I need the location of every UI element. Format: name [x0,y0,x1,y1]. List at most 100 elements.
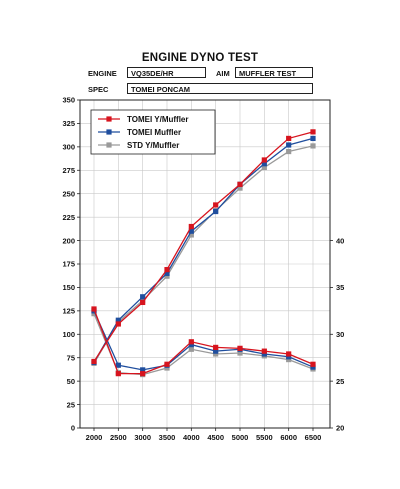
right-tick-label: 35 [336,283,344,292]
torque-point [140,371,146,377]
power-point [213,202,219,208]
power-point [140,299,146,306]
torque-point [115,371,121,377]
aim-label: AIM [216,69,230,78]
power-point [310,135,316,142]
torque-point [261,348,267,354]
left-tick-label: 50 [67,377,75,386]
x-tick-label: 2500 [110,433,127,442]
power-point [310,129,316,135]
chart-title: ENGINE DYNO TEST [141,52,259,64]
left-tick-label: 75 [67,353,75,362]
x-tick-label: 3000 [134,433,151,442]
x-tick-label: 3500 [159,433,176,442]
torque-point [237,350,243,356]
torque-point [91,311,97,317]
torque-point [115,362,121,368]
power-point [286,148,292,155]
x-tick-label: 5500 [256,433,273,442]
torque-point [310,361,316,367]
left-tick-label: 175 [62,260,75,269]
torque-point [188,346,194,352]
x-axis: 2000 2500 3000 3500 4000 4500 5000 5500 6000 6500 [86,428,322,442]
power-point [164,273,170,279]
left-tick-label: 125 [62,307,75,316]
legend-label: STD Y/Muffler [127,141,179,150]
torque-point [91,306,97,312]
torque-point [310,364,316,370]
x-tick-label: 4000 [183,433,200,442]
torque-point [164,365,170,371]
legend-label: TOMEI Y/Muffler [127,115,189,124]
torque-point [213,344,219,351]
torque-point [286,356,292,363]
power-point [115,321,121,327]
legend-marker [106,142,112,148]
right-axis: 20 25 30 35 40 [330,236,344,433]
x-tick-label: 6000 [280,433,297,442]
legend: TOMEI Y/Muffler TOMEI Muffler STD Y/Muffle… [90,109,216,155]
series-layer [91,129,316,378]
legend-label: TOMEI Muffler [127,128,181,137]
power-point [286,142,292,148]
power-point [286,135,292,142]
series-tomei-muffler [91,135,316,373]
power-point [115,317,121,323]
legend-marker [106,116,112,122]
legend-marker [106,129,112,135]
left-tick-label: 275 [62,166,75,175]
left-tick-label: 350 [62,96,75,105]
power-line [93,131,314,362]
power-point [164,267,170,273]
torque-point [237,345,243,351]
torque-point [140,367,146,373]
left-axis: 0 25 50 75 100 125 150 175 200 225 250 275 300 325 350 [62,96,80,433]
power-point [261,164,267,171]
left-tick-label: 0 [71,424,75,433]
x-tick-label: 2000 [86,433,103,442]
torque-line [93,310,314,371]
x-tick-label: 4500 [207,433,224,442]
engine-value-box: VQ35DE/HR [127,67,206,78]
spec-value-box: TOMEI PONCAM [127,83,313,94]
torque-point [188,339,194,345]
torque-point [261,351,267,357]
left-tick-label: 200 [62,236,75,245]
power-point [237,185,243,191]
spec-label: SPEC [88,85,109,94]
torque-point [213,348,219,354]
power-point [261,161,267,167]
torque-point [286,351,292,357]
torque-point [286,354,292,360]
series-tomei-y-muffler [91,129,316,377]
power-point [237,181,243,187]
left-tick-label: 25 [67,400,75,409]
left-tick-label: 250 [62,189,75,198]
right-tick-label: 25 [336,377,344,386]
power-point [188,232,194,238]
power-point [213,208,219,215]
power-point [310,143,316,149]
torque-point [164,361,170,367]
left-tick-label: 150 [62,283,75,292]
left-tick-label: 300 [62,143,75,152]
power-point [188,223,194,230]
left-tick-label: 100 [62,330,75,339]
power-line [93,137,314,363]
left-tick-label: 225 [62,213,75,222]
torque-point [188,341,194,348]
x-tick-label: 5000 [232,433,249,442]
engine-label: ENGINE [88,69,117,78]
power-point [140,294,146,300]
right-tick-label: 40 [336,236,344,245]
left-tick-label: 325 [62,119,75,128]
power-point [164,270,170,276]
series-std-y-muffler [91,143,316,378]
right-tick-label: 20 [336,424,344,433]
right-tick-label: 30 [336,330,344,339]
aim-value-box: MUFFLER TEST [235,67,313,78]
power-point [91,358,97,365]
x-tick-label: 6500 [305,433,322,442]
power-point [261,157,267,163]
